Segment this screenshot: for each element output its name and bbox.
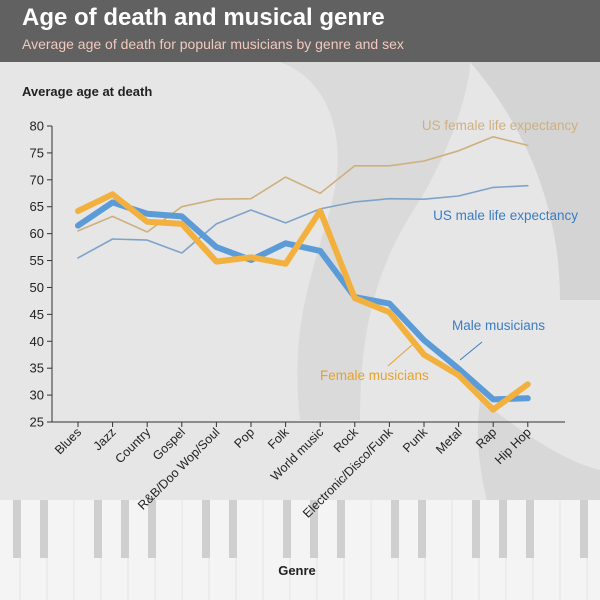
y-tick-label: 80 [30,119,44,134]
piano-white-key [588,500,600,600]
annotations: US female life expectancy US male life e… [320,118,578,383]
leader-line-male-musicians [459,341,483,361]
series-line-us-female-life-expectancy [77,136,529,233]
page-subtitle: Average age of death for popular musicia… [22,36,404,52]
x-tick-label: Metal [433,425,465,457]
piano-white-key [345,500,370,600]
piano-white-key [426,500,451,600]
y-tick-label: 35 [30,361,44,376]
piano-keys [0,500,600,600]
y-tick-label: 40 [30,334,44,349]
x-tick-label: Pop [231,425,257,451]
y-tick-label: 60 [30,226,44,241]
x-tick-label: Rock [331,425,362,456]
series-label-male-musicians: Male musicians [452,318,545,333]
y-tick-label: 55 [30,253,44,268]
y-axis-title: Average age at death [22,84,152,99]
y-ticks: 25 30 35 40 45 50 55 60 65 70 75 80 [30,119,52,430]
y-tick-label: 25 [30,415,44,430]
piano-white-key [156,500,181,600]
y-tick-label: 70 [30,172,44,187]
y-tick-label: 50 [30,280,44,295]
x-axis-title: Genre [278,563,316,578]
x-tick-label: Folk [265,425,292,452]
series-label-female-musicians: Female musicians [320,368,429,383]
series-line-us-male-life-expectancy [77,184,529,259]
y-tick-label: 30 [30,388,44,403]
y-tick-label: 45 [30,307,44,322]
piano-white-key [48,500,73,600]
x-tick-label: Jazz [91,425,119,453]
series-label-us-male-life-expectancy: US male life expectancy [433,208,578,223]
x-tick-label: Hip Hop [492,425,534,467]
x-tick-label: Rap [473,425,499,451]
piano-white-key [534,500,559,600]
y-tick-label: 65 [30,199,44,214]
x-tick-label: Country [112,425,153,466]
header-bar: Age of death and musical genre Average a… [0,0,600,62]
y-tick-label: 75 [30,145,44,160]
series-label-us-female-life-expectancy: US female life expectancy [422,118,578,133]
page-title: Age of death and musical genre [22,4,385,31]
x-tick-label: Blues [52,425,84,457]
series-lines [75,136,531,413]
series-line-female-musicians [75,191,531,413]
leader-line-female-musicians [387,344,413,367]
series-line-male-musicians [75,199,531,403]
piano-white-key [237,500,262,600]
x-tick-label: Punk [400,425,431,456]
